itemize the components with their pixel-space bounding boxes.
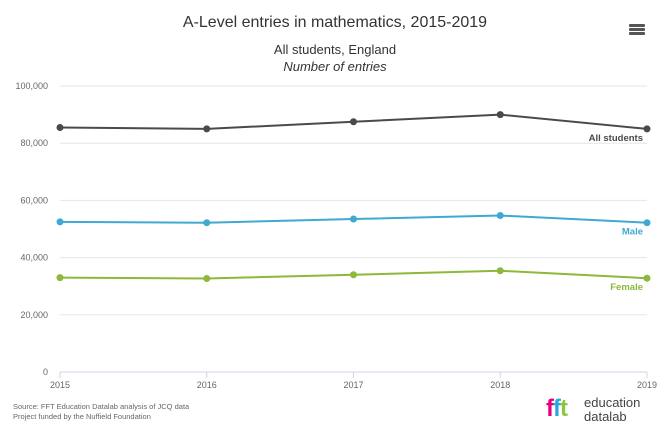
series-label-female: Female <box>610 282 643 293</box>
data-point-male <box>496 212 504 220</box>
chart-title: A-Level entries in mathematics, 2015-201… <box>182 14 488 31</box>
data-point-female <box>203 274 211 282</box>
source-note: Source: FFT Education Datalab analysis o… <box>13 402 189 422</box>
y-tick-label: 40,000 <box>20 253 48 263</box>
data-point-male <box>203 219 211 227</box>
series-label-male: Male <box>622 227 643 238</box>
data-point-male <box>643 219 651 227</box>
y-tick-label: 60,000 <box>20 195 48 205</box>
chart-subtitle: All students, England Number of entries <box>0 41 670 75</box>
data-point-male <box>56 218 64 226</box>
data-point-all-students <box>56 123 64 131</box>
data-point-all-students <box>496 111 504 119</box>
x-tick-label: 2019 <box>637 380 657 390</box>
data-point-all-students <box>203 125 211 133</box>
data-point-all-students <box>350 118 357 126</box>
data-point-all-students <box>643 125 651 133</box>
x-tick-label: 2017 <box>343 380 363 390</box>
source-line-1: Source: FFT Education Datalab analysis o… <box>13 402 190 411</box>
education-datalab-logo: fft education datalab <box>546 395 656 429</box>
x-tick-label: 2018 <box>490 380 510 390</box>
source-line-2: Project funded by the Nuffield Foundatio… <box>13 412 151 421</box>
hamburger-menu-icon[interactable] <box>626 20 648 38</box>
x-tick-label: 2016 <box>197 380 217 390</box>
y-tick-label: 100,000 <box>15 81 48 91</box>
data-point-female <box>56 274 64 282</box>
logo-line-1: education <box>584 395 641 410</box>
y-tick-label: 80,000 <box>20 138 48 148</box>
x-tick-label: 2015 <box>50 380 70 390</box>
fft-logo-mark: fft <box>546 395 568 422</box>
subtitle-line-2: Number of entries <box>283 59 387 74</box>
data-point-female <box>350 271 357 279</box>
logo-wordmark: education datalab <box>584 396 640 424</box>
subtitle-line-1: All students, England <box>273 42 397 57</box>
y-tick-label: 0 <box>43 367 48 377</box>
series-label-all-students: All students <box>589 133 643 144</box>
logo-line-2: datalab <box>584 409 627 424</box>
data-point-female <box>643 274 651 282</box>
data-point-female <box>496 267 504 275</box>
data-point-male <box>350 215 357 223</box>
y-tick-label: 20,000 <box>20 310 48 320</box>
